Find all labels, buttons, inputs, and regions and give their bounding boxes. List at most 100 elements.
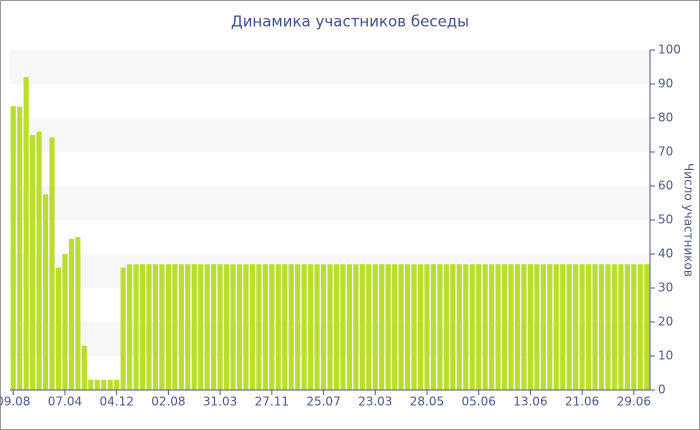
bar (379, 264, 385, 390)
x-tick-label: 28.05 (410, 395, 444, 409)
bar (586, 264, 592, 390)
bar (463, 264, 469, 390)
bar (566, 264, 572, 390)
bar (256, 264, 262, 390)
bar (476, 264, 482, 390)
bar (223, 264, 230, 390)
bar (456, 264, 462, 390)
bar (301, 264, 307, 390)
bar (42, 194, 49, 390)
x-tick-label: 13.06 (513, 395, 547, 409)
bar (17, 106, 23, 390)
bar (631, 264, 637, 390)
bar (327, 264, 333, 390)
bar (49, 137, 55, 390)
bar (489, 264, 495, 390)
x-tick-label: 23.03 (358, 395, 392, 409)
grid-band (10, 50, 650, 84)
bar (605, 264, 611, 390)
bar (23, 77, 29, 390)
bar (269, 264, 275, 390)
y-tick-label: 10 (658, 349, 673, 363)
bar (275, 264, 281, 390)
bar (152, 264, 159, 390)
bar (482, 264, 488, 390)
bar (30, 135, 36, 390)
bar (333, 264, 340, 390)
x-tick-label: 31.03 (203, 395, 237, 409)
bar (644, 264, 650, 390)
bar (68, 238, 74, 390)
bar (573, 264, 579, 390)
bar (508, 264, 514, 390)
bar (392, 264, 398, 390)
bar (243, 264, 249, 390)
bar (372, 264, 378, 390)
bar (553, 264, 559, 390)
bar (495, 264, 501, 390)
bar (411, 264, 417, 390)
bar (211, 264, 217, 390)
bar (443, 264, 449, 390)
bar (579, 264, 585, 390)
bar (81, 345, 87, 390)
bar (101, 379, 107, 390)
bar (249, 264, 256, 390)
bar (385, 264, 391, 390)
bar (320, 264, 327, 390)
bar (592, 264, 598, 390)
bar (133, 264, 139, 390)
x-tick-label: 25.07 (306, 395, 340, 409)
bar (398, 264, 404, 390)
bar (127, 264, 133, 390)
bar (107, 379, 113, 390)
bar (450, 264, 456, 390)
y-tick-label: 90 (658, 77, 673, 91)
y-tick-label: 70 (658, 145, 673, 159)
y-tick-label: 0 (658, 383, 666, 397)
x-tick-label: 27.11 (255, 395, 289, 409)
bar (172, 264, 178, 390)
bar (198, 264, 204, 390)
bar (262, 264, 268, 390)
bar (346, 264, 352, 390)
bar (514, 264, 521, 390)
bar (288, 264, 294, 390)
bar (359, 264, 365, 390)
bar (430, 264, 437, 390)
grid-band (10, 186, 650, 220)
y-tick-label: 80 (658, 111, 673, 125)
bar (618, 264, 624, 390)
bar (308, 264, 314, 390)
bar (10, 106, 16, 390)
bar (540, 264, 546, 390)
bar (185, 264, 191, 390)
x-tick-label: 29.06 (617, 395, 651, 409)
y-tick-label: 30 (658, 281, 673, 295)
bar (159, 264, 165, 390)
bar (204, 264, 210, 390)
bar (36, 131, 42, 390)
bar (165, 264, 171, 390)
bar (62, 254, 68, 390)
bar (598, 264, 605, 390)
bar (146, 264, 152, 390)
bar (75, 237, 81, 390)
bar (501, 264, 508, 390)
bar (353, 264, 359, 390)
bar (139, 264, 146, 390)
y-tick-label: 50 (658, 213, 673, 227)
bar (340, 264, 346, 390)
bar (611, 264, 618, 390)
bar (314, 264, 320, 390)
bar (55, 267, 62, 390)
bar (88, 379, 94, 390)
x-tick-label: 05.06 (462, 395, 496, 409)
y-tick-label: 60 (658, 179, 673, 193)
bar (469, 264, 475, 390)
bar (217, 264, 223, 390)
x-tick-label: 09.08 (0, 395, 30, 409)
bar (282, 264, 288, 390)
bar (534, 264, 540, 390)
